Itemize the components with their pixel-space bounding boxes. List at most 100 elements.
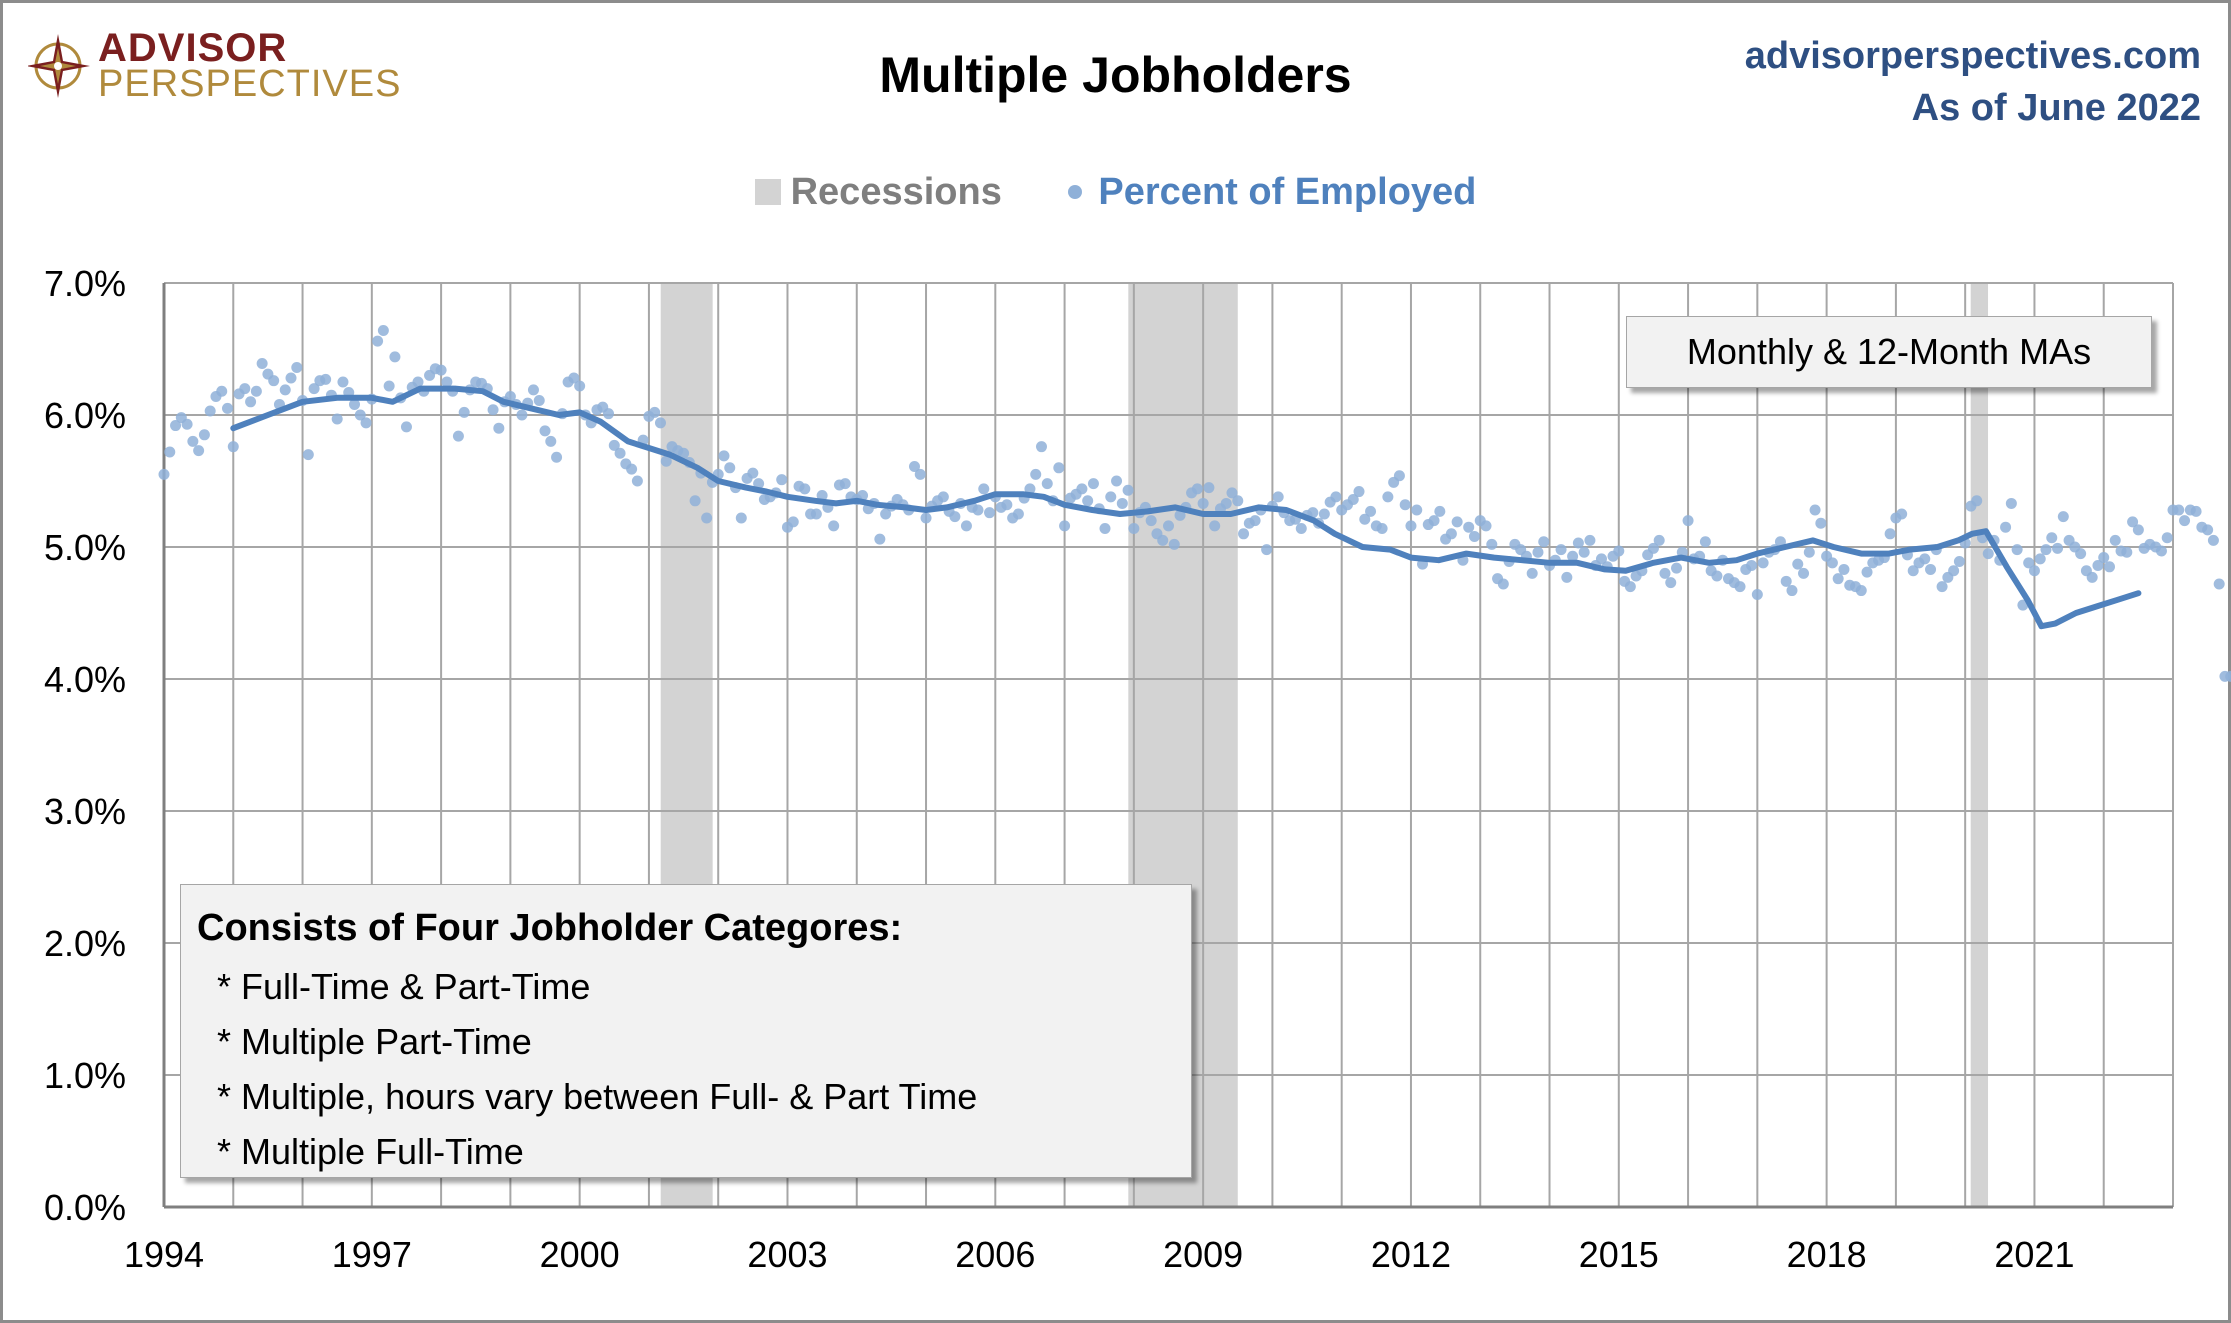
data-point bbox=[1572, 537, 1584, 549]
data-point bbox=[978, 483, 990, 495]
x-tick-label: 2006 bbox=[955, 1234, 1035, 1275]
data-point bbox=[1982, 548, 1994, 560]
data-point bbox=[1803, 546, 1815, 558]
data-point bbox=[574, 380, 586, 392]
data-point bbox=[400, 421, 412, 433]
data-point bbox=[857, 490, 869, 502]
data-point bbox=[1001, 499, 1013, 511]
data-point bbox=[2023, 557, 2035, 569]
data-point bbox=[1272, 491, 1284, 503]
data-point bbox=[533, 394, 545, 406]
data-point bbox=[170, 420, 182, 432]
data-point bbox=[2005, 497, 2017, 509]
data-point bbox=[539, 425, 551, 437]
data-point bbox=[1053, 462, 1065, 474]
data-point bbox=[1671, 562, 1683, 574]
data-point bbox=[1699, 536, 1711, 548]
data-point bbox=[377, 325, 389, 337]
x-tick-label: 1997 bbox=[332, 1234, 412, 1275]
data-point bbox=[2052, 542, 2064, 554]
data-point bbox=[2011, 544, 2023, 556]
data-point bbox=[435, 364, 447, 376]
data-point bbox=[1030, 468, 1042, 480]
data-point bbox=[1647, 542, 1659, 554]
x-tick-label: 2000 bbox=[540, 1234, 620, 1275]
data-point bbox=[810, 508, 822, 520]
data-point bbox=[1780, 575, 1792, 587]
data-point bbox=[960, 520, 972, 532]
data-point bbox=[198, 429, 210, 441]
category-item: * Full-Time & Part-Time bbox=[217, 966, 591, 1007]
data-point bbox=[164, 446, 176, 458]
legend-recessions-label: Recessions bbox=[790, 170, 1002, 213]
data-point bbox=[1798, 567, 1810, 579]
data-point bbox=[187, 435, 199, 447]
data-point bbox=[1711, 570, 1723, 582]
site-info: advisorperspectives.com As of June 2022 bbox=[1745, 30, 2201, 134]
data-point bbox=[1330, 491, 1342, 503]
data-point bbox=[2179, 515, 2191, 527]
data-point bbox=[1122, 484, 1134, 496]
data-point bbox=[678, 447, 690, 459]
data-point bbox=[320, 373, 332, 385]
data-point bbox=[1353, 486, 1365, 498]
data-point bbox=[354, 409, 366, 421]
data-point bbox=[2046, 532, 2058, 544]
data-point bbox=[256, 358, 268, 370]
categories-box: Consists of Four Jobholder Categores: * … bbox=[180, 884, 1192, 1178]
data-point bbox=[1347, 493, 1359, 505]
moving-average-series bbox=[230, 385, 2142, 630]
compass-star-icon bbox=[28, 34, 90, 98]
data-point bbox=[1059, 520, 1071, 532]
data-point bbox=[2092, 559, 2104, 571]
recession-swatch bbox=[754, 178, 781, 205]
data-point bbox=[1191, 483, 1203, 495]
data-point bbox=[216, 385, 228, 397]
data-point bbox=[1232, 495, 1244, 507]
data-point bbox=[1792, 558, 1804, 570]
x-tick-label: 2003 bbox=[747, 1234, 827, 1275]
logo-text-perspectives: PERSPECTIVES bbox=[98, 63, 402, 105]
data-point bbox=[279, 384, 291, 396]
y-tick-label: 5.0% bbox=[44, 527, 126, 568]
data-point bbox=[1168, 538, 1180, 550]
data-point bbox=[718, 450, 730, 462]
data-point bbox=[302, 449, 314, 461]
data-point bbox=[2155, 545, 2167, 557]
data-point bbox=[1971, 495, 1983, 507]
data-point bbox=[193, 445, 205, 457]
data-point bbox=[984, 507, 996, 519]
data-point bbox=[1751, 589, 1763, 601]
data-point bbox=[1584, 534, 1596, 546]
y-tick-label: 1.0% bbox=[44, 1055, 126, 1096]
data-point bbox=[1399, 499, 1411, 511]
data-point bbox=[920, 512, 932, 524]
data-point bbox=[1434, 505, 1446, 517]
data-point bbox=[487, 404, 499, 416]
data-point bbox=[1613, 545, 1625, 557]
data-point bbox=[1076, 483, 1088, 495]
data-point bbox=[1041, 478, 1053, 490]
y-tick-label: 4.0% bbox=[44, 659, 126, 700]
data-point bbox=[1220, 497, 1232, 509]
data-point bbox=[1087, 478, 1099, 490]
logo-text-advisor: ADVISOR bbox=[98, 26, 288, 70]
category-item: * Multiple, hours vary between Full- & P… bbox=[217, 1076, 978, 1117]
data-point bbox=[250, 385, 262, 397]
data-point bbox=[383, 380, 395, 392]
legend-recessions: Recessions bbox=[754, 165, 1002, 217]
x-tick-label: 2015 bbox=[1579, 1234, 1659, 1275]
x-tick-label: 2021 bbox=[1994, 1234, 2074, 1275]
category-item: * Multiple Full-Time bbox=[217, 1131, 524, 1172]
data-point bbox=[337, 376, 349, 388]
data-point bbox=[839, 478, 851, 490]
data-point bbox=[2098, 552, 2110, 564]
data-point bbox=[787, 516, 799, 528]
as-of-date: As of June 2022 bbox=[1911, 87, 2201, 129]
data-point bbox=[1567, 550, 1579, 562]
data-point bbox=[689, 495, 701, 507]
data-point bbox=[1209, 520, 1221, 532]
brand-logo: ADVISOR PERSPECTIVES bbox=[28, 26, 400, 106]
data-point bbox=[1174, 509, 1186, 521]
data-point bbox=[776, 474, 788, 486]
